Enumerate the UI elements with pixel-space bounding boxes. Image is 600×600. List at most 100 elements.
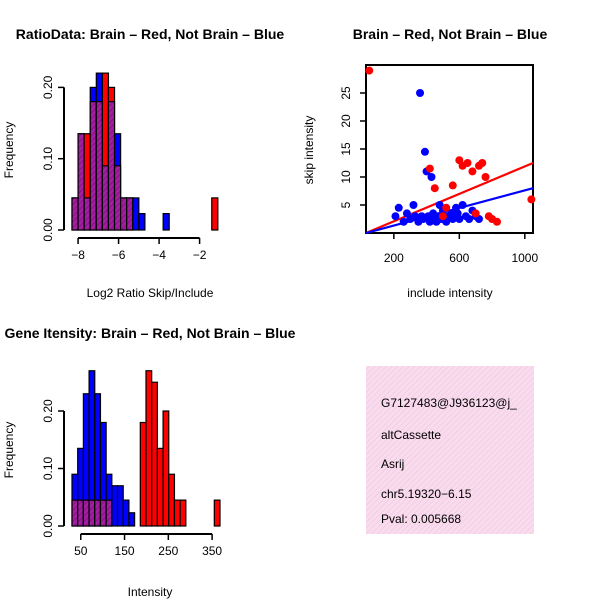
info-pval: Pval: 0.005668 (381, 512, 461, 526)
x-tick-label: 50 (74, 544, 88, 558)
scatter-point (527, 195, 536, 204)
y-tick-label: 10 (339, 170, 353, 184)
hist-bar (168, 473, 176, 527)
hist-bar-overlap (99, 499, 107, 527)
hist-bar-overlap (113, 165, 122, 231)
hist-bar-overlap (71, 197, 79, 231)
y-tick-label: 0.20 (41, 75, 55, 99)
hist-bar-overlap (89, 101, 97, 231)
hist-bar-overlap (105, 499, 113, 527)
scatter-point (409, 201, 418, 209)
hist-bar-overlap (82, 499, 90, 527)
y-tick-label: 25 (339, 86, 353, 100)
scatter-point (478, 159, 487, 167)
scatter-point (471, 209, 480, 218)
scatter-point (448, 181, 457, 190)
hist-bar (156, 447, 164, 527)
scatter-point (463, 159, 472, 167)
y-tick-label: 0.10 (41, 456, 55, 480)
intensity-histogram-y-axis: 0.00 0.10 0.20 (41, 399, 65, 538)
scatter-point (430, 184, 439, 193)
intensity-histogram-title: Gene Itensity: Brain – Red, Not Brain – … (5, 325, 296, 341)
ratio-histogram-xlabel: Log2 Ratio Skip/Include (87, 286, 214, 300)
hist-bar (162, 410, 170, 527)
hist-bar-overlap (88, 499, 96, 527)
hist-bar-overlap (107, 101, 116, 231)
hist-bar (122, 499, 130, 527)
scatter-point (420, 147, 429, 156)
ratio-histogram-ylabel: Frequency (2, 122, 16, 179)
info-panel-background (366, 366, 534, 534)
y-tick-label: 5 (339, 201, 353, 208)
hist-bar-overlap (95, 101, 103, 231)
scatter-point (427, 173, 436, 181)
scatter-point (365, 66, 374, 75)
x-tick-label: −4 (152, 248, 166, 262)
hist-bar (213, 499, 221, 527)
hist-bar-overlap (126, 197, 134, 231)
intensity-histogram-x-axis: 50 150 250 350 (74, 533, 222, 558)
x-tick-label: 600 (449, 251, 469, 265)
regression-line-red (365, 161, 534, 235)
hist-bar (211, 197, 219, 231)
scatter-point (492, 217, 501, 226)
x-tick-label: 200 (384, 251, 404, 265)
scatter-point (442, 203, 451, 212)
hist-bar (139, 421, 147, 527)
hist-bar (116, 485, 124, 527)
y-tick-label: 15 (339, 142, 353, 156)
scatter-point (391, 212, 400, 221)
x-tick-label: 250 (158, 544, 178, 558)
hist-bar (128, 512, 136, 527)
scatter-point (458, 201, 467, 209)
scatter-xlabel: include intensity (407, 286, 492, 300)
scatter-ylabel: skip intensity (302, 116, 316, 185)
info-chromosome: chr5.19320−6.15 (381, 487, 472, 501)
x-tick-label: −2 (193, 248, 207, 262)
y-tick-label: 0.00 (41, 218, 55, 242)
info-panel: G7127483@J936123@j_ altCassette Asrij ch… (366, 366, 534, 534)
hist-bar-overlap (83, 197, 91, 231)
hist-bar (111, 485, 119, 527)
x-tick-label: −8 (71, 248, 85, 262)
hist-bar-overlap (77, 133, 85, 231)
ratio-histogram-y-axis: 0.00 0.10 0.20 (41, 75, 65, 242)
y-tick-label: 0.00 (41, 514, 55, 538)
intensity-histogram-ylabel: Frequency (2, 422, 16, 479)
ratio-histogram-bars (71, 72, 219, 231)
x-tick-label: 1000 (511, 251, 538, 265)
ratio-histogram-panel: RatioData: Brain – Red, Not Brain – Blue… (2, 26, 284, 300)
info-gene-name: Asrij (381, 457, 404, 471)
scatter-title: Brain – Red, Not Brain – Blue (353, 26, 548, 42)
hist-bar (179, 499, 187, 527)
hist-bar (151, 381, 158, 527)
scatter-point (438, 212, 447, 221)
x-tick-label: 350 (202, 544, 222, 558)
scatter-point (455, 215, 464, 223)
y-tick-label: 20 (339, 114, 353, 128)
scatter-point (468, 167, 477, 176)
hist-bar-overlap (120, 197, 128, 231)
scatter-x-axis: 200 600 1000 (384, 233, 538, 265)
ratio-histogram-title: RatioData: Brain – Red, Not Brain – Blue (16, 26, 285, 42)
scatter-points (365, 66, 536, 226)
info-probe-id: G7127483@J936123@j_ (381, 396, 517, 410)
x-tick-label: 150 (115, 544, 135, 558)
hist-bar (173, 499, 181, 527)
ratio-histogram-x-axis: −8 −6 −4 −2 (71, 237, 207, 262)
scatter-y-axis: 5 10 15 20 25 (339, 86, 366, 208)
info-event-type: altCassette (381, 428, 441, 442)
hist-bar-overlap (77, 499, 84, 527)
scatter-point (416, 89, 425, 97)
scatter-point (394, 203, 403, 212)
intensity-histogram-bars (71, 370, 221, 527)
hist-bar-overlap (71, 499, 79, 527)
scatter-point (465, 215, 474, 223)
scatter-point (399, 217, 408, 226)
y-tick-label: 0.10 (41, 147, 55, 171)
y-tick-label: 0.20 (41, 399, 55, 423)
hist-bar (132, 197, 140, 231)
scatter-point (425, 164, 434, 173)
scatter-point (481, 173, 490, 181)
